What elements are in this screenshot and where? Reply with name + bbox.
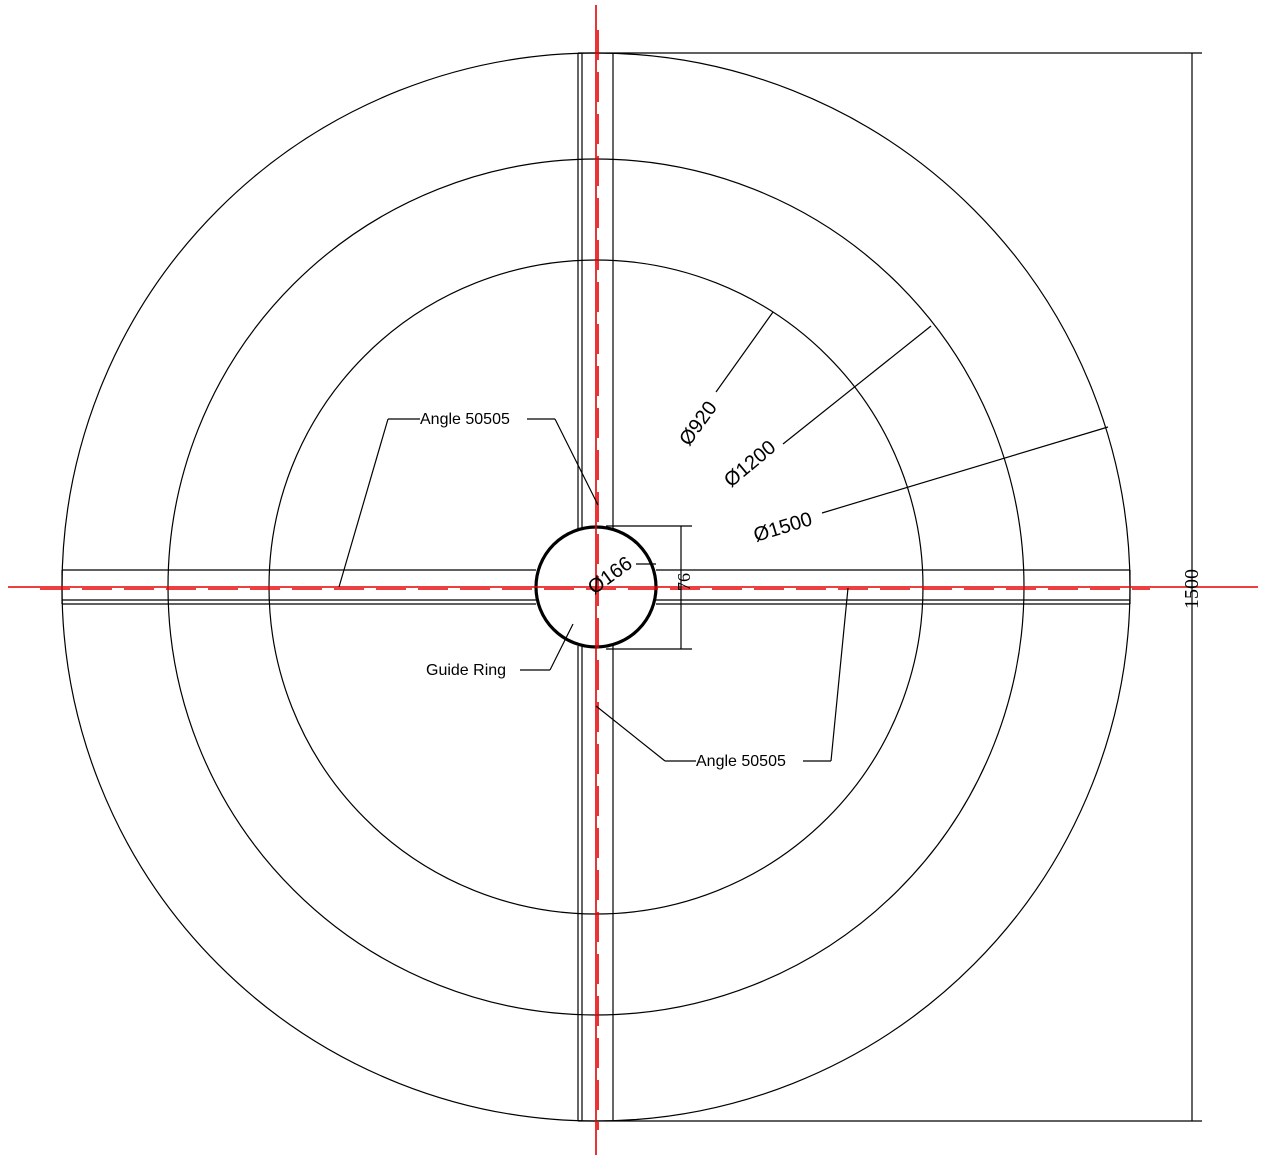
leader-d920: Ø920 <box>675 311 774 450</box>
ring-height-dimension: 76 <box>606 525 694 650</box>
callout-angle-lower: Angle 50505 <box>595 587 849 770</box>
leader-d1200: Ø1200 <box>720 325 932 492</box>
d1200-text: Ø1200 <box>720 436 780 491</box>
guide-ring-label: Guide Ring <box>426 662 506 679</box>
angle-upper-label: Angle 50505 <box>420 411 510 428</box>
angle-lower-label: Angle 50505 <box>696 753 786 770</box>
ring-height-text: 76 <box>674 573 694 591</box>
horizontal-angle-left <box>61 569 536 605</box>
callout-guide-ring: Guide Ring <box>426 623 574 679</box>
overall-dimension-text: 1500 <box>1181 569 1203 609</box>
vertical-angle-top <box>577 52 614 530</box>
vertical-angle-bottom <box>577 646 614 1122</box>
leader-d166: Ø166 <box>584 552 656 599</box>
leader-d1500: Ø1500 <box>751 426 1109 547</box>
d1500-text: Ø1500 <box>751 508 815 547</box>
overall-dimension: 1500 <box>613 52 1203 1122</box>
d166-text: Ø166 <box>584 552 637 599</box>
d920-text: Ø920 <box>675 397 722 450</box>
callout-angle-upper: Angle 50505 <box>338 411 599 588</box>
horizontal-angle-right <box>656 569 1131 605</box>
